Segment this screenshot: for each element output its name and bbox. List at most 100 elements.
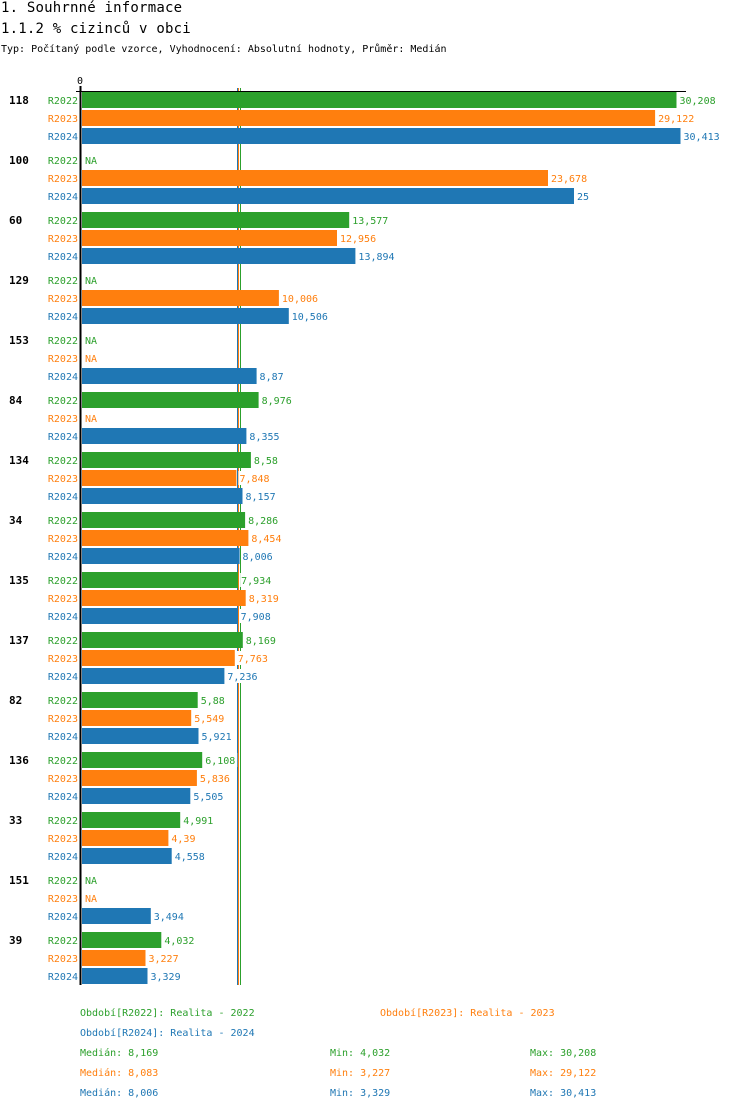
- value-label-bg: [241, 549, 275, 563]
- value-label-bg: [238, 471, 272, 485]
- value-label: NA: [85, 876, 97, 887]
- value-label-bg: [247, 513, 281, 527]
- category-label: 33: [9, 814, 22, 827]
- value-label-bg: [682, 129, 722, 143]
- legend-r2023: Období[R2023]: Realita - 2023: [380, 1008, 555, 1019]
- category-label: 136: [9, 754, 29, 767]
- value-label-bg: [198, 771, 232, 785]
- series-label: R2023: [48, 894, 78, 905]
- stat-median-r2023: Medián: 8,083: [80, 1068, 159, 1079]
- legend-r2024: Období[R2024]: Realita - 2024: [80, 1028, 255, 1039]
- value-label: 7,763: [238, 654, 268, 665]
- value-label: 30,413: [684, 132, 720, 143]
- value-label: NA: [85, 276, 97, 287]
- value-label: 8,976: [262, 396, 292, 407]
- x-tick-label: 0: [77, 76, 83, 87]
- category-label: 134: [9, 454, 29, 467]
- category-label: 137: [9, 634, 29, 647]
- value-label: 5,921: [202, 732, 232, 743]
- series-label: R2024: [48, 372, 78, 383]
- value-label: NA: [85, 336, 97, 347]
- value-label: 8,58: [254, 456, 278, 467]
- series-label: R2023: [48, 414, 78, 425]
- series-label: R2022: [48, 276, 78, 287]
- bar-r2022: [82, 572, 239, 588]
- value-label-bg: [357, 249, 397, 263]
- stat-min-r2024: Min: 3,329: [330, 1088, 391, 1099]
- stat-min-r2022: Min: 4,032: [330, 1048, 391, 1059]
- series-label: R2022: [48, 456, 78, 467]
- series-label: R2024: [48, 852, 78, 863]
- bar-r2024: [82, 788, 191, 804]
- legend-label-r2023: Období[R2023]: Realita - 2023: [380, 1008, 555, 1019]
- value-label-bg: [163, 933, 197, 947]
- bar-r2024: [82, 848, 172, 864]
- series-label: R2022: [48, 396, 78, 407]
- series-label: R2022: [48, 96, 78, 107]
- value-label: NA: [85, 354, 97, 365]
- series-label: R2023: [48, 714, 78, 725]
- series-label: R2023: [48, 534, 78, 545]
- value-label-bg: [84, 891, 99, 905]
- value-label: 8,454: [251, 534, 281, 545]
- value-label-bg: [84, 153, 99, 167]
- stat-max-r2022: Max: 30,208: [530, 1048, 597, 1059]
- value-label: 13,577: [352, 216, 388, 227]
- bar-r2024: [82, 908, 151, 924]
- value-label-bg: [149, 969, 183, 983]
- series-label: R2024: [48, 552, 78, 563]
- value-label: 8,006: [243, 552, 273, 563]
- bars: [82, 92, 681, 984]
- category-label: 60: [9, 214, 22, 227]
- series-label: R2023: [48, 174, 78, 185]
- value-label-bg: [84, 333, 99, 347]
- stat-min-r2023: Min: 3,227: [330, 1068, 391, 1079]
- value-label: 23,678: [551, 174, 587, 185]
- series-label: R2023: [48, 474, 78, 485]
- value-label: 8,169: [246, 636, 276, 647]
- bar-r2022: [82, 92, 677, 108]
- bar-r2023: [82, 590, 246, 606]
- series-label: R2023: [48, 294, 78, 305]
- series-label: R2024: [48, 312, 78, 323]
- category-label: 151: [9, 874, 29, 887]
- value-label-bg: [576, 189, 591, 203]
- value-label-bg: [193, 711, 227, 725]
- value-label-bg: [351, 213, 391, 227]
- bar-r2024: [82, 308, 289, 324]
- value-label: 8,286: [248, 516, 278, 527]
- value-label-bg: [258, 369, 286, 383]
- value-label-bg: [173, 849, 207, 863]
- value-label-bg: [226, 669, 260, 683]
- legend-label-r2024: Období[R2024]: Realita - 2024: [80, 1028, 255, 1039]
- bar-r2024: [82, 728, 199, 744]
- value-label: NA: [85, 414, 97, 425]
- series-label: R2022: [48, 156, 78, 167]
- bar-r2024: [82, 428, 247, 444]
- value-label-bg: [678, 93, 718, 107]
- stat-median-r2022: Medián: 8,169: [80, 1048, 159, 1059]
- bar-r2023: [82, 290, 279, 306]
- value-label-bg: [204, 753, 238, 767]
- value-label: 25: [577, 192, 589, 203]
- series-label: R2024: [48, 732, 78, 743]
- value-label-bg: [252, 453, 280, 467]
- value-label: 3,494: [154, 912, 184, 923]
- value-label: 5,836: [200, 774, 230, 785]
- value-label-bg: [247, 591, 281, 605]
- category-label: 153: [9, 334, 29, 347]
- value-label: 13,894: [358, 252, 394, 263]
- bar-r2023: [82, 170, 548, 186]
- series-label: R2022: [48, 816, 78, 827]
- bar-r2023: [82, 770, 197, 786]
- value-label-bg: [549, 171, 590, 185]
- value-label-bg: [147, 951, 181, 965]
- series-label: R2022: [48, 576, 78, 587]
- stat-median-r2024: Medián: 8,006: [80, 1088, 159, 1099]
- bar-r2024: [82, 368, 257, 384]
- bar-r2024: [82, 548, 240, 564]
- value-label-bg: [170, 831, 198, 845]
- bar-r2023: [82, 230, 337, 246]
- bar-r2023: [82, 950, 146, 966]
- value-label: 7,236: [227, 672, 257, 683]
